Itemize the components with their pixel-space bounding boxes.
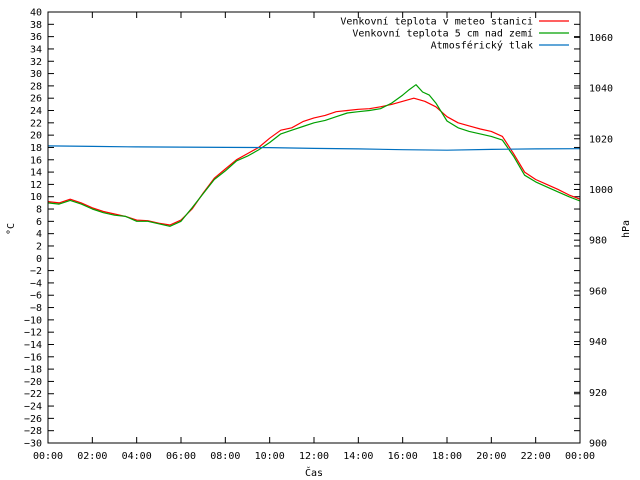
y-tick-label: 18 <box>30 143 42 154</box>
y-tick-label: 0 <box>36 254 42 265</box>
x-axis-label: Čas <box>305 466 323 479</box>
y-tick-label: −2 <box>30 266 42 277</box>
x-tick-label: 10:00 <box>255 451 285 462</box>
y-tick-label: 36 <box>30 32 42 43</box>
y-tick-label: 14 <box>30 168 42 179</box>
x-tick-label: 02:00 <box>77 451 107 462</box>
y-tick-label: −28 <box>24 426 42 437</box>
y-tick-label: 24 <box>30 106 42 117</box>
y-tick-label: −6 <box>30 291 42 302</box>
y2-tick-label: 1040 <box>589 84 613 95</box>
legend-label: Atmosférický tlak <box>431 40 533 52</box>
y-tick-label: 6 <box>36 217 42 228</box>
legend-label: Venkovní teplota 5 cm nad zemí <box>352 28 533 40</box>
y-tick-label: −30 <box>24 439 42 450</box>
y-tick-label: −14 <box>24 340 42 351</box>
y-axis-label: °C <box>6 223 17 235</box>
y-tick-label: 2 <box>36 241 42 252</box>
y-tick-label: 28 <box>30 81 42 92</box>
x-tick-label: 08:00 <box>210 451 240 462</box>
y-tick-label: 12 <box>30 180 42 191</box>
y-tick-label: 22 <box>30 118 42 129</box>
y-tick-label: −26 <box>24 414 42 425</box>
series-line-2 <box>47 145 581 151</box>
y-tick-label: −16 <box>24 352 42 363</box>
y2-tick-label: 960 <box>589 286 607 297</box>
y2-tick-label: 900 <box>589 439 607 450</box>
y2-axis-label: hPa <box>621 220 632 238</box>
x-tick-label: 00:00 <box>33 451 63 462</box>
y2-tick-label: 980 <box>589 236 607 247</box>
y-tick-label: −10 <box>24 315 42 326</box>
x-tick-label: 18:00 <box>432 451 462 462</box>
series-line-0 <box>47 97 581 226</box>
y-tick-label: 38 <box>30 20 42 31</box>
x-tick-label: 20:00 <box>476 451 506 462</box>
y-tick-label: 30 <box>30 69 42 80</box>
y-tick-label: 16 <box>30 155 42 166</box>
series-line-1 <box>47 84 581 227</box>
y-tick-label: −22 <box>24 389 42 400</box>
series-lines <box>47 84 581 227</box>
axis-ticks: 4038363432302826242220181614121086420−2−… <box>24 8 613 463</box>
legend-label: Venkovní teplota v meteo stanici <box>340 16 533 28</box>
y2-tick-label: 940 <box>589 337 607 348</box>
y2-tick-label: 1060 <box>589 33 613 44</box>
y-tick-label: 26 <box>30 94 42 105</box>
y-tick-label: 8 <box>36 205 42 216</box>
y-tick-label: 34 <box>30 44 42 55</box>
y-tick-label: −18 <box>24 365 42 376</box>
y-tick-label: −12 <box>24 328 42 339</box>
x-tick-label: 12:00 <box>299 451 329 462</box>
y-tick-label: −24 <box>24 402 42 413</box>
y-tick-label: −4 <box>30 278 42 289</box>
plot-frame <box>47 11 581 444</box>
x-tick-label: 22:00 <box>521 451 551 462</box>
y-tick-label: 32 <box>30 57 42 68</box>
y2-tick-label: 1020 <box>589 134 613 145</box>
y-tick-label: 40 <box>30 8 42 19</box>
y-tick-label: 10 <box>30 192 42 203</box>
x-tick-label: 14:00 <box>343 451 373 462</box>
y2-tick-label: 1000 <box>589 185 613 196</box>
y-tick-label: 20 <box>30 131 42 142</box>
x-tick-label: 00:00 <box>565 451 595 462</box>
y-tick-label: −8 <box>30 303 42 314</box>
x-tick-label: 06:00 <box>166 451 196 462</box>
y-tick-label: −20 <box>24 377 42 388</box>
x-tick-label: 16:00 <box>388 451 418 462</box>
y2-tick-label: 920 <box>589 388 607 399</box>
legend: Venkovní teplota v meteo staniciVenkovní… <box>340 16 569 52</box>
x-tick-label: 04:00 <box>122 451 152 462</box>
y-tick-label: 4 <box>36 229 42 240</box>
